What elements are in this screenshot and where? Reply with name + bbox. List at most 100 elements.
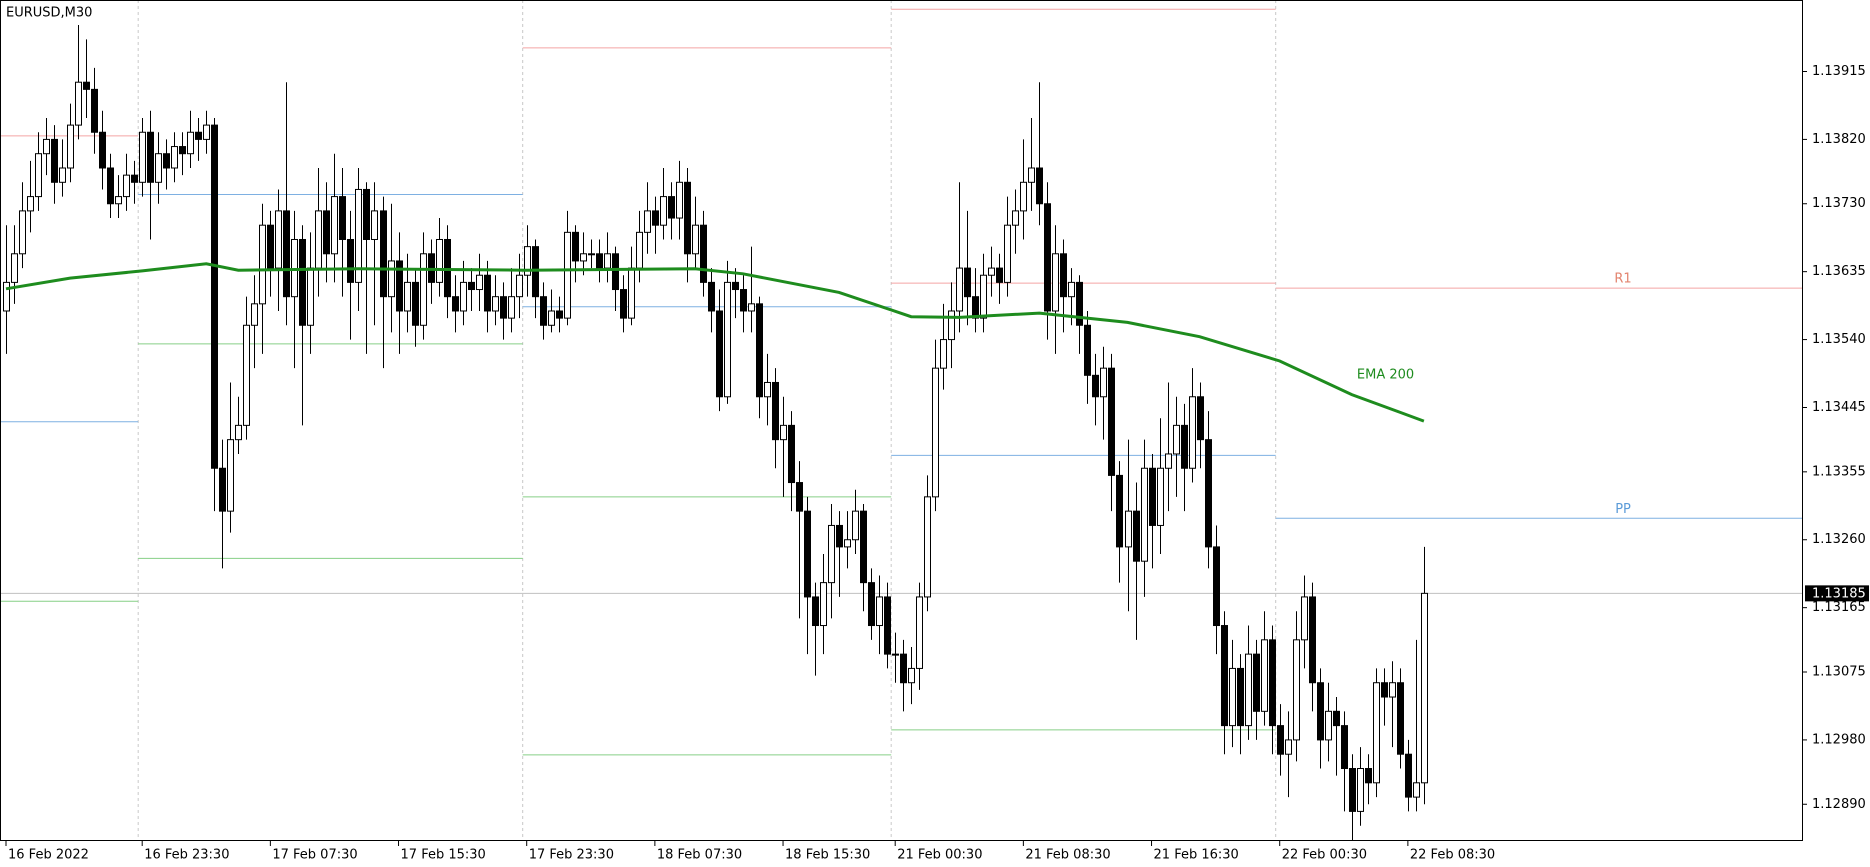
candle-body [1213, 546, 1220, 627]
candle-body [900, 653, 907, 684]
candle-body [211, 124, 218, 469]
candle-body [323, 210, 330, 255]
candle-body [355, 188, 362, 283]
candle-body [99, 131, 106, 169]
candle-body [532, 246, 539, 298]
candle-body [620, 289, 627, 319]
candle-body [1036, 167, 1043, 205]
candle-body [83, 81, 90, 90]
candle-body [724, 281, 731, 398]
candle-body [588, 253, 595, 256]
candle-body [500, 296, 507, 319]
candle-body [1325, 710, 1332, 741]
candle-body [956, 267, 963, 312]
y-tick-label: 1.12890 [1812, 797, 1866, 812]
candle-body [892, 653, 899, 656]
candle-body [235, 424, 242, 441]
candle-body [1373, 682, 1380, 784]
y-tick-label: 1.13075 [1812, 665, 1866, 680]
candle-body [1141, 467, 1148, 562]
candle-body [1229, 667, 1236, 727]
candle-body [1012, 210, 1019, 226]
y-tick-label: 1.13915 [1812, 64, 1866, 79]
x-tick-label: 18 Feb 15:30 [785, 848, 870, 863]
candle-body [684, 181, 691, 255]
y-tick-label: 1.13165 [1812, 600, 1866, 615]
candle-body [299, 238, 306, 326]
candle-body [35, 153, 42, 198]
candle-body [1044, 203, 1051, 312]
candle-body [251, 303, 258, 326]
candle-body [1181, 424, 1188, 469]
candle-body [916, 596, 923, 669]
chart-title: EURUSD,M30 [6, 6, 92, 21]
candle-body [163, 153, 170, 169]
candle-body [59, 167, 66, 183]
candle-body [1157, 467, 1164, 526]
x-tick-label: 21 Feb 00:30 [897, 848, 982, 863]
candle-body [732, 281, 739, 291]
candle-body [996, 267, 1003, 283]
y-tick-label: 1.12980 [1812, 732, 1866, 747]
candle-body [275, 210, 282, 269]
candle-body [964, 267, 971, 298]
candle-body [828, 524, 835, 584]
candle-body [932, 367, 939, 498]
candle-body [1285, 739, 1292, 755]
y-tick-label: 1.13355 [1812, 464, 1866, 479]
candle-body [860, 510, 867, 584]
candle-body [572, 231, 579, 262]
candle-body [436, 238, 443, 283]
candle-body [548, 310, 555, 326]
candle-body [1341, 725, 1348, 770]
candle-body [524, 246, 531, 276]
candle-body [1301, 596, 1308, 641]
candle-body [1245, 653, 1252, 727]
candle-body [1165, 453, 1172, 469]
candle-body [315, 210, 322, 269]
candle-body [43, 138, 50, 155]
candle-body [700, 224, 707, 283]
candle-body [420, 253, 427, 326]
y-tick-label: 1.13730 [1812, 196, 1866, 211]
candle-body [612, 253, 619, 291]
pivot-label: R1 [1614, 272, 1631, 287]
ema-label: EMA 200 [1357, 368, 1414, 383]
candle-body [1068, 281, 1075, 298]
candle-body [19, 210, 26, 255]
candle-body [331, 196, 338, 255]
candle-body [468, 281, 475, 291]
candle-body [668, 196, 675, 219]
candle-body [1333, 710, 1340, 727]
candle-body [452, 296, 459, 312]
frame [0, 0, 1803, 841]
candle-body [844, 539, 851, 548]
candle-body [1076, 281, 1083, 326]
candle-body [363, 188, 370, 240]
candle-body [227, 439, 234, 512]
candle-body [652, 210, 659, 226]
candle-body [123, 174, 130, 198]
candle-body [1221, 625, 1228, 727]
x-tick-label: 17 Feb 15:30 [401, 848, 486, 863]
candle-body [171, 146, 178, 169]
candle-body [1108, 367, 1115, 476]
candle-body [780, 424, 787, 441]
candle-body [748, 303, 755, 312]
candle-body [492, 296, 499, 312]
candle-body [692, 224, 699, 255]
candle-body [1413, 782, 1420, 798]
candle-body [203, 124, 210, 140]
candle-body [484, 274, 491, 312]
candle-body [195, 131, 202, 140]
candle-body [404, 281, 411, 312]
candle-body [339, 196, 346, 240]
candle-body [243, 324, 250, 426]
candle-body [636, 231, 643, 269]
candle-body [1261, 639, 1268, 712]
candle-body [884, 596, 891, 655]
candle-body [1381, 682, 1388, 698]
candle-body [1397, 682, 1404, 755]
candle-body [772, 381, 779, 441]
candle-body [676, 181, 683, 219]
